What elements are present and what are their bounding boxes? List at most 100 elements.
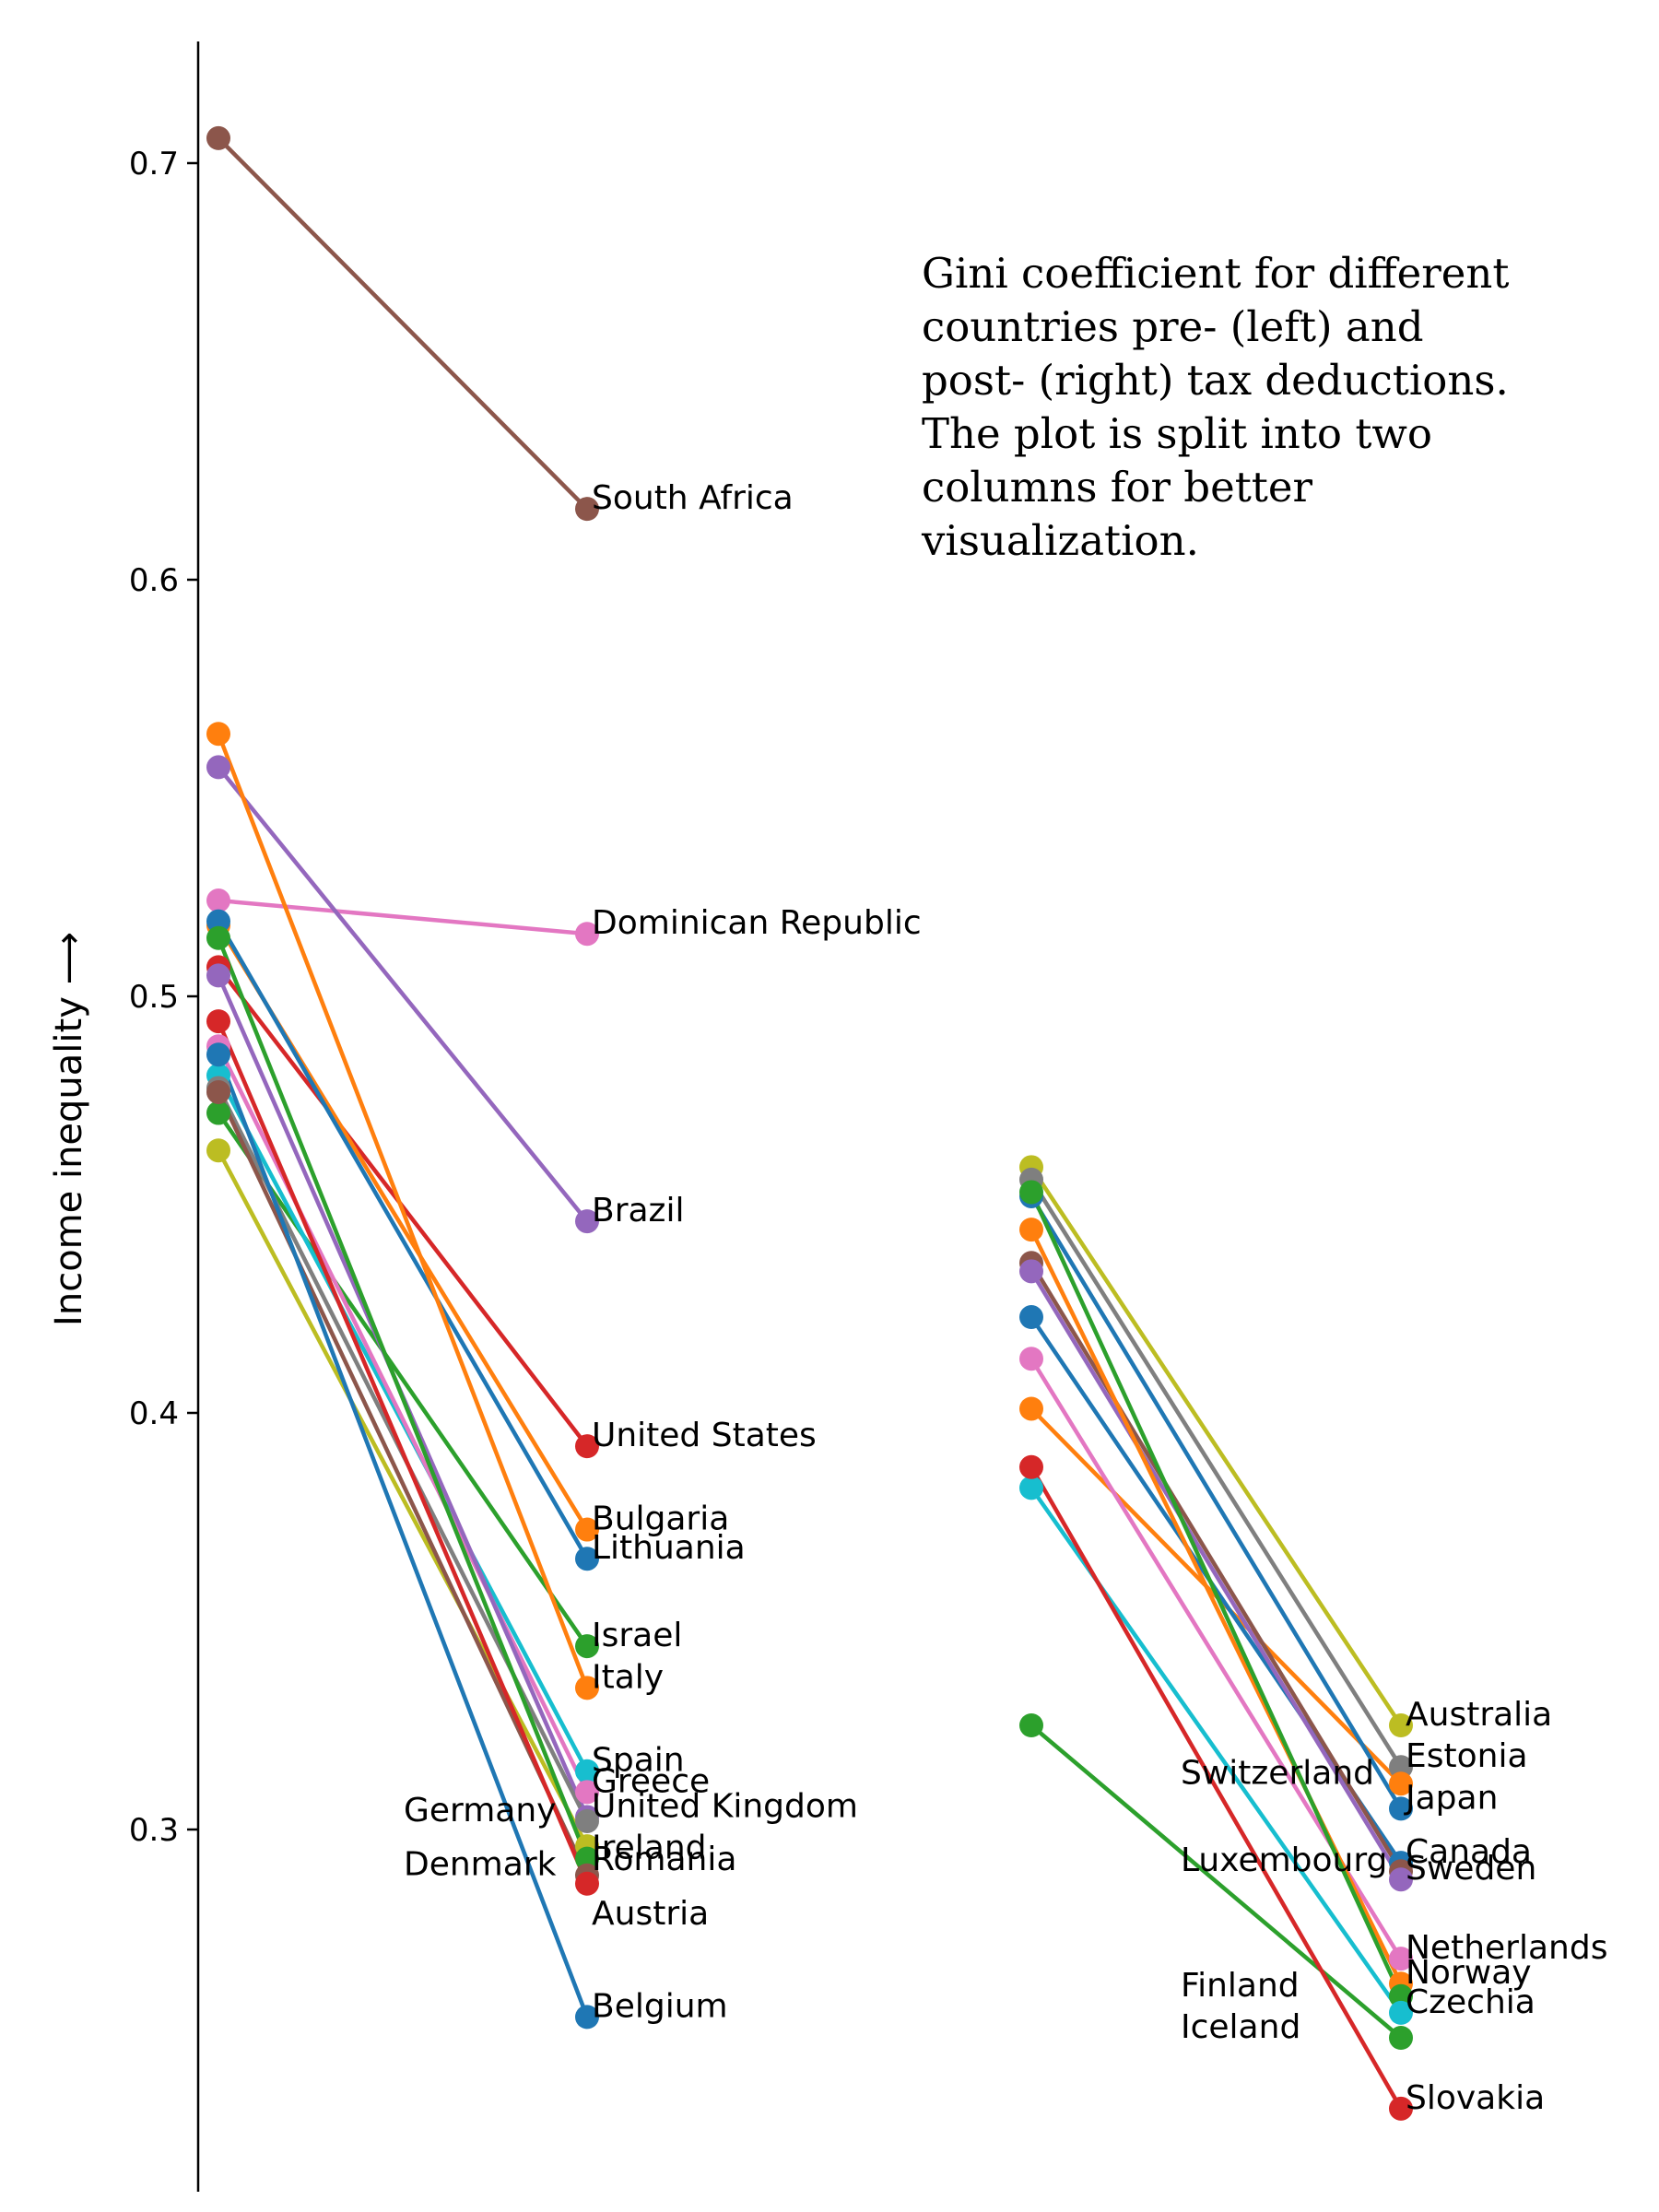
series-line-finland [1029, 1191, 1404, 1997]
country-label-slovakia: Slovakia [1406, 2079, 1545, 2117]
point-pre-lithuania [206, 909, 230, 934]
point-post-bulgaria [575, 1517, 599, 1542]
series-line-austria [216, 1020, 590, 1885]
y-tick-label: 0.5 [129, 979, 179, 1016]
country-label-switzerland: Switzerland [1181, 1754, 1374, 1792]
point-post-japan [1389, 1796, 1413, 1821]
y-tick-label: 0.7 [129, 146, 179, 182]
country-label-united-kingdom: United Kingdom [592, 1787, 858, 1825]
y-axis-label: Income inequality ⟶ [48, 932, 90, 1326]
y-tick-label: 0.6 [129, 562, 179, 599]
point-pre-finland [1019, 1180, 1043, 1205]
point-pre-italy [206, 722, 230, 747]
country-label-brazil: Brazil [592, 1192, 684, 1230]
point-post-ireland [575, 1846, 599, 1871]
point-post-sweden [1389, 1867, 1413, 1892]
series-line-iceland [1030, 1724, 1403, 2040]
country-label-belgium: Belgium [592, 1987, 728, 2025]
series-line-south-africa [217, 136, 589, 511]
country-label-estonia: Estonia [1406, 1737, 1528, 1775]
series-lines [216, 136, 1404, 2110]
series-line-italy [216, 733, 590, 1689]
country-label-romania: Romania [592, 1841, 736, 1878]
country-label-japan: Japan [1404, 1779, 1498, 1817]
point-post-belgium [575, 2005, 599, 2030]
point-post-italy [575, 1676, 599, 1700]
point-post-south-africa [575, 497, 599, 522]
country-label-canada: Canada [1406, 1833, 1532, 1871]
annotation-line: visualization. [921, 516, 1199, 565]
annotation-line: post- (right) tax deductions. [922, 356, 1509, 405]
y-ticks: 0.3 0.4 0.5 0.6 0.7 [129, 146, 198, 1849]
point-pre-ireland [206, 925, 230, 950]
series-line-luxembourg [1030, 1262, 1403, 1873]
point-post-netherlands [1389, 1947, 1413, 1971]
point-pre-brazil [206, 755, 230, 780]
point-pre-norway [1019, 1218, 1043, 1242]
series-line-israel [217, 1112, 589, 1648]
point-post-united-states [575, 1434, 599, 1459]
country-label-united-states: United States [592, 1417, 817, 1454]
country-labels: South Africa Dominican Republic Brazil Unit… [404, 479, 1607, 2117]
country-label-finland: Finland [1181, 1967, 1300, 2005]
country-label-czechia: Czechia [1406, 1983, 1535, 2021]
y-tick-label: 0.3 [129, 1812, 179, 1849]
point-pre-czechia [1019, 1476, 1043, 1500]
point-post-spain [575, 1759, 599, 1783]
y-tick-label: 0.4 [129, 1395, 179, 1432]
point-pre-israel [206, 1100, 230, 1125]
annotation-line: Gini coefficient for different [922, 249, 1509, 298]
point-post-estonia [1389, 1755, 1413, 1780]
country-label-austria: Austria [592, 1895, 709, 1933]
point-post-iceland [1389, 2026, 1413, 2050]
point-post-lithuania [575, 1547, 599, 1571]
point-pre-belgium [206, 1042, 230, 1067]
series-line-japan [1030, 1194, 1403, 1810]
country-label-dominican-republic: Dominican Republic [592, 904, 922, 942]
country-label-norway: Norway [1406, 1954, 1532, 1992]
point-post-switzerland [1389, 1771, 1413, 1796]
country-label-australia: Australia [1406, 1696, 1552, 1734]
series-line-romania [217, 1149, 589, 1848]
series-line-dominican-republic [218, 898, 588, 936]
point-pre-united-kingdom [206, 963, 230, 988]
annotation-line: columns for better [922, 463, 1313, 512]
country-label-italy: Italy [592, 1658, 664, 1696]
point-post-brazil [575, 1209, 599, 1234]
point-post-greece [575, 1780, 599, 1805]
point-pre-iceland [1019, 1713, 1043, 1737]
series-line-greece [216, 1045, 590, 1794]
country-label-ireland: Ireland [592, 1830, 707, 1867]
point-post-israel [575, 1634, 599, 1659]
country-label-iceland: Iceland [1181, 2008, 1300, 2046]
series-line-estonia [1030, 1178, 1403, 1769]
series-line-brazil [217, 765, 589, 1223]
series-line-lithuania [217, 920, 589, 1560]
country-label-bulgaria: Bulgaria [592, 1500, 729, 1538]
point-pre-romania [206, 1138, 230, 1163]
point-pre-slovakia [1019, 1454, 1043, 1479]
point-post-finland [1389, 1983, 1413, 2008]
country-label-greece: Greece [592, 1762, 710, 1800]
series-line-australia [1030, 1166, 1403, 1727]
point-pre-switzerland [1019, 1396, 1043, 1421]
point-pre-netherlands [1019, 1347, 1043, 1371]
point-pre-south-africa [206, 125, 230, 150]
point-post-australia [1389, 1713, 1413, 1737]
country-label-sweden: Sweden [1406, 1850, 1536, 1888]
point-post-germany [575, 1808, 599, 1833]
series-line-slovakia [1030, 1465, 1403, 2110]
annotation-line: The plot is split into two [922, 409, 1432, 458]
point-post-czechia [1389, 2000, 1413, 2025]
country-label-netherlands: Netherlands [1406, 1929, 1607, 1967]
point-post-austria [575, 1871, 599, 1896]
point-pre-austria [206, 1009, 230, 1034]
country-label-spain: Spain [592, 1742, 685, 1780]
country-label-south-africa: South Africa [592, 479, 794, 517]
point-post-dominican-republic [575, 922, 599, 947]
series-points [206, 125, 1413, 2121]
series-line-belgium [216, 1053, 590, 2018]
country-label-germany: Germany [404, 1792, 556, 1830]
point-pre-denmark [206, 1079, 230, 1104]
